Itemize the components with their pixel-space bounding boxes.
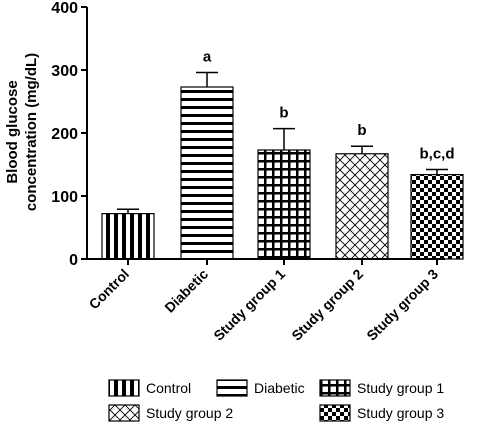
legend-swatch xyxy=(108,404,140,422)
y-tick-label: 100 xyxy=(51,189,78,206)
legend-swatch xyxy=(216,379,248,397)
y-tick-label: 200 xyxy=(51,126,78,143)
y-axis-title: Blood glucose concentration (mg/dL) xyxy=(4,53,40,211)
legend-swatch xyxy=(319,404,351,422)
bar-study-group-2 xyxy=(335,153,389,260)
x-tick-label: Study group 1 xyxy=(210,266,288,344)
legend-swatch xyxy=(319,379,351,397)
x-tick-label: Study group 2 xyxy=(288,266,366,344)
y-axis-title-line-1: Blood glucose xyxy=(4,80,21,183)
y-tick-label: 400 xyxy=(51,0,78,17)
y-tick-label: 0 xyxy=(69,252,78,269)
legend-label: Study group 3 xyxy=(357,405,444,421)
x-tick-label: Diabetic xyxy=(161,266,211,316)
legend: Control Diabetic Study group 1 Study group … xyxy=(108,379,444,422)
y-axis: 0 100 200 300 400 xyxy=(51,0,88,269)
bar-control xyxy=(101,213,155,260)
bars: a b b b,c,d xyxy=(101,49,464,260)
legend-swatch xyxy=(108,379,140,397)
significance-label: a xyxy=(203,49,212,66)
x-axis: Control Diabetic Study group 1 Study group … xyxy=(86,258,445,344)
x-tick-label: Control xyxy=(86,266,133,313)
significance-label: b xyxy=(357,122,366,139)
bar-study-group-3 xyxy=(410,173,464,260)
significance-label: b xyxy=(279,105,288,122)
legend-label: Diabetic xyxy=(254,380,305,396)
bar-diabetic xyxy=(180,86,234,260)
y-tick-label: 300 xyxy=(51,63,78,80)
bar-study-group-1 xyxy=(257,149,311,260)
legend-label: Study group 1 xyxy=(357,380,444,396)
y-axis-title-line-2: concentration (mg/dL) xyxy=(23,53,40,211)
x-tick-label: Study group 3 xyxy=(363,266,441,344)
legend-label: Study group 2 xyxy=(146,405,233,421)
significance-label: b,c,d xyxy=(419,146,454,163)
legend-label: Control xyxy=(146,380,191,396)
